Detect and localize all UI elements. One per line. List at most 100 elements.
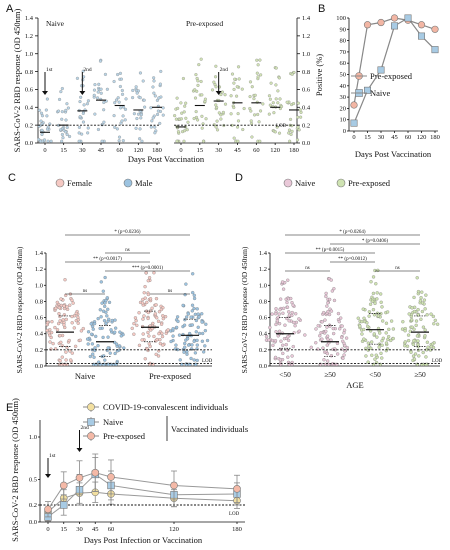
d-data-point (379, 300, 383, 304)
c-data-point (98, 326, 102, 331)
d-data-point (303, 333, 307, 337)
d-data-point (401, 320, 405, 324)
d-data-point (405, 344, 410, 348)
a-data-point (153, 94, 157, 98)
d-data-point (285, 305, 290, 309)
d-data-point (287, 319, 291, 323)
e-legend-marker (87, 432, 95, 440)
a-y-tick-label: 0.2 (25, 122, 33, 129)
d-data-point (411, 342, 416, 347)
a-data-point (253, 93, 257, 97)
d-data-point (318, 334, 322, 338)
b-y-tick-label: 40 (340, 83, 347, 90)
a-x-tick-label: 30 (215, 147, 222, 154)
c-data-point (157, 331, 161, 336)
a-data-point (215, 128, 220, 132)
a-data-point (232, 106, 236, 110)
c-data-point (53, 325, 57, 330)
d-data-point (429, 312, 433, 316)
d-data-point (423, 307, 427, 311)
c-legend-marker (123, 178, 133, 188)
d-data-point (268, 325, 272, 330)
c-data-point (200, 320, 204, 324)
c-data-point (81, 326, 85, 331)
a-data-point (77, 131, 81, 135)
a-data-point (236, 139, 240, 143)
d-data-point (326, 301, 330, 305)
d-data-point (286, 335, 290, 339)
c-data-point (119, 334, 123, 338)
c-data-point (155, 337, 159, 342)
a-data-point (118, 84, 122, 89)
b-data-point (363, 21, 372, 29)
c-data-point (50, 320, 54, 324)
d-comparison-label: ** (p=0.0015) (316, 248, 345, 253)
d-data-point (385, 310, 390, 314)
c-data-point (203, 344, 207, 348)
d-x-tick-label: <50 (279, 370, 291, 379)
b-y-tick-label: 100 (336, 15, 346, 22)
c-x-category-label: Naive (75, 371, 96, 381)
c-data-point (192, 358, 196, 362)
a-data-point (203, 97, 207, 101)
a-data-point (100, 139, 104, 143)
a-data-point (158, 82, 162, 86)
a-data-point (235, 125, 240, 129)
c-data-point (142, 314, 146, 318)
a-y-tick-label-right: 1.2 (302, 33, 310, 40)
a-data-point (181, 76, 185, 81)
a-data-point (235, 94, 239, 98)
c-data-point (113, 330, 117, 334)
d-data-point (409, 350, 413, 354)
d-data-point (424, 293, 428, 297)
c-data-point (192, 296, 197, 301)
c-data-point (102, 319, 107, 323)
c-data-point (76, 315, 80, 319)
c-data-point (58, 314, 62, 319)
a-data-point (214, 103, 218, 107)
c-data-point (103, 275, 107, 280)
e-x-tick-label: 180 (232, 526, 242, 533)
a-data-point (194, 110, 198, 114)
a-data-point (116, 96, 120, 100)
c-data-point (148, 297, 153, 301)
d-data-point (264, 334, 269, 339)
d-data-point (324, 291, 328, 296)
a-data-point (139, 113, 143, 117)
a-data-point (143, 105, 147, 109)
a-x-axis-label: Days Post Vaccination (128, 154, 205, 164)
d-data-point (371, 308, 376, 312)
d-y-tick-label: 0.4 (259, 331, 268, 338)
d-data-point (329, 278, 333, 282)
b-y-tick-label: 50 (340, 72, 347, 79)
a-data-point (93, 83, 97, 87)
a-data-point (134, 85, 138, 89)
a-data-point (274, 83, 278, 87)
c-data-point (79, 329, 84, 333)
c-data-point (57, 305, 62, 310)
c-data-point (156, 354, 161, 358)
a-data-point (117, 100, 121, 104)
a-data-point (232, 81, 236, 85)
d-data-point (287, 310, 291, 314)
d-data-point (373, 301, 377, 306)
d-data-point (281, 311, 285, 315)
c-data-point (189, 315, 193, 319)
a-data-point (259, 73, 263, 77)
c-data-point (55, 300, 59, 305)
c-data-point (155, 316, 159, 320)
c-data-point (122, 346, 126, 350)
e-x-tick-label: 120 (169, 526, 179, 533)
c-data-point (62, 304, 66, 308)
c-data-point (64, 358, 68, 362)
a-data-point (184, 101, 188, 105)
d-data-point (322, 358, 326, 362)
d-data-point (291, 344, 295, 349)
e-legend-label: Pre-exposed (103, 431, 146, 441)
d-data-point (391, 336, 395, 341)
c-data-point (137, 311, 141, 315)
a-data-point (132, 112, 136, 116)
c-data-point (140, 301, 145, 305)
a-data-point (81, 69, 85, 73)
c-data-point (99, 315, 103, 319)
